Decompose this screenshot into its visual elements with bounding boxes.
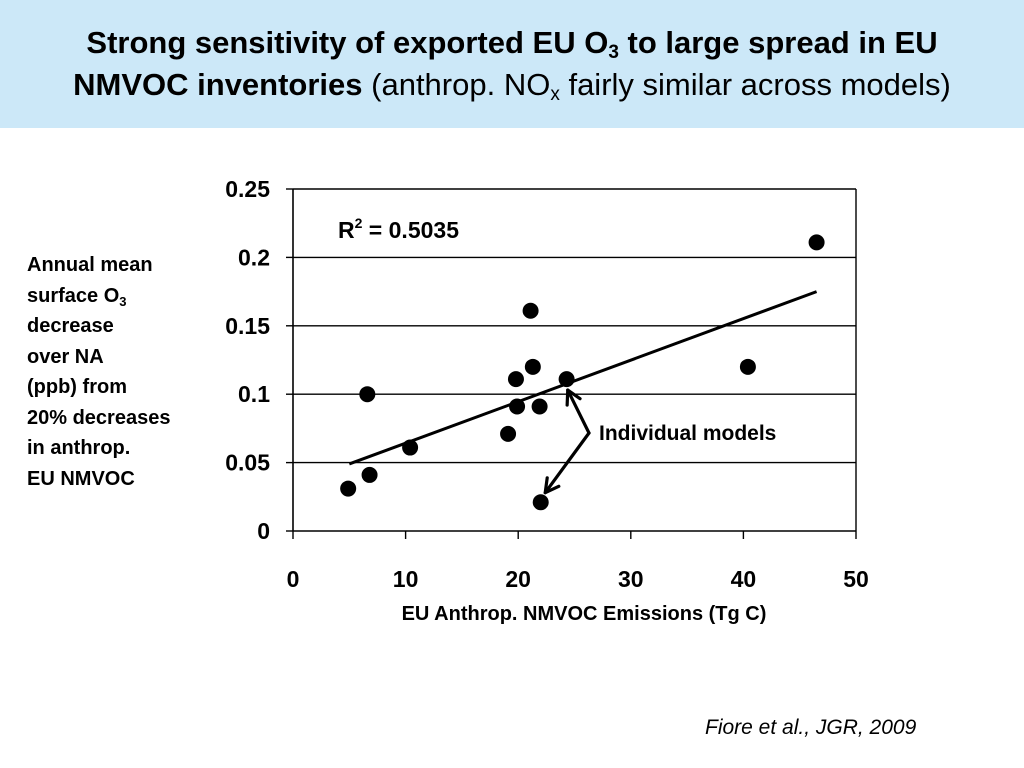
x-tick-label: 20: [505, 566, 531, 592]
annotation-arrow-head: [543, 476, 561, 495]
title-line1-subscript: 3: [608, 42, 619, 63]
title-line2-bold: NMVOC inventories: [73, 67, 363, 102]
data-point: [361, 466, 378, 483]
y-axis-label-line2-subscript: 3: [119, 293, 127, 309]
data-point: [402, 439, 419, 456]
x-tick-label: 10: [393, 566, 419, 592]
data-point: [359, 386, 376, 403]
data-point: [522, 302, 539, 319]
data-point: [524, 358, 541, 375]
data-point: [509, 398, 526, 415]
y-axis-label-line1: Annual mean: [27, 254, 153, 276]
title-line1-bold-tail: to large spread in EU: [618, 25, 938, 60]
y-tick-labels: 0 0.05 0.1 0.15 0.2 0.25: [225, 176, 270, 544]
y-axis-label-line6: 20% decreases: [27, 406, 171, 429]
y-tick-label: 0.2: [238, 244, 270, 270]
x-axis-label: EU Anthrop. NMVOC Emissions (Tg C): [402, 603, 767, 625]
y-axis-label-line2: surface O3: [27, 281, 227, 312]
x-tick-labels: 0 10 20 30 40 50: [287, 566, 869, 592]
data-point: [808, 234, 825, 251]
x-tick-label: 50: [843, 566, 869, 592]
y-tick-label: 0.25: [225, 176, 270, 202]
y-tick-label: 0: [257, 518, 270, 544]
data-point: [532, 494, 549, 511]
title-banner: Strong sensitivity of exported EU O3 to …: [0, 0, 1024, 128]
slide-title: Strong sensitivity of exported EU O3 to …: [0, 22, 1024, 106]
x-tick-label: 40: [731, 566, 757, 592]
y-axis-label-line8: EU NMVOC: [27, 467, 135, 490]
r-squared-superscript: 2: [355, 215, 363, 231]
annotation-arrow-shaft: [543, 431, 591, 495]
data-point: [500, 425, 517, 442]
title-line2-normal-b: fairly similar across models): [559, 67, 951, 102]
data-point: [340, 480, 357, 497]
y-axis-label-line3: decrease: [27, 315, 114, 337]
data-points: [340, 234, 825, 511]
gridlines: [293, 188, 856, 464]
y-axis-label-line4: over NA: [27, 345, 104, 368]
title-line2-normal-a: (anthrop. NO: [362, 67, 551, 102]
y-tick-label: 0.1: [238, 381, 270, 407]
data-point: [558, 371, 575, 388]
y-axis-label: Annual mean surface O3 decrease over NA …: [27, 250, 227, 494]
y-axis-label-line7: in anthrop.: [27, 437, 131, 459]
r-squared-r: R: [338, 217, 355, 243]
annotation-arrow-head: [565, 388, 582, 407]
annotation-arrows: [543, 388, 591, 495]
x-tick-label: 0: [287, 566, 300, 592]
data-point: [739, 358, 756, 375]
y-tick-label: 0.15: [225, 313, 270, 339]
data-point: [507, 371, 524, 388]
annotation-arrow-shaft: [566, 388, 591, 435]
annotation-text: Individual models: [599, 422, 776, 445]
title-line1-bold: Strong sensitivity of exported EU O: [86, 25, 609, 60]
y-tick-label: 0.05: [225, 450, 270, 476]
trendline: [348, 290, 818, 466]
r-squared-value: = 0.5035: [362, 217, 459, 243]
x-tick-label: 30: [618, 566, 644, 592]
data-point: [531, 398, 548, 415]
axes: [286, 188, 857, 539]
y-axis-label-line5: (ppb) from: [27, 376, 127, 398]
r-squared-label: R2 = 0.5035: [338, 215, 459, 243]
y-axis-label-line2-text: surface O: [27, 284, 120, 307]
citation: Fiore et al., JGR, 2009: [705, 716, 917, 739]
title-line2-subscript: x: [550, 84, 560, 105]
